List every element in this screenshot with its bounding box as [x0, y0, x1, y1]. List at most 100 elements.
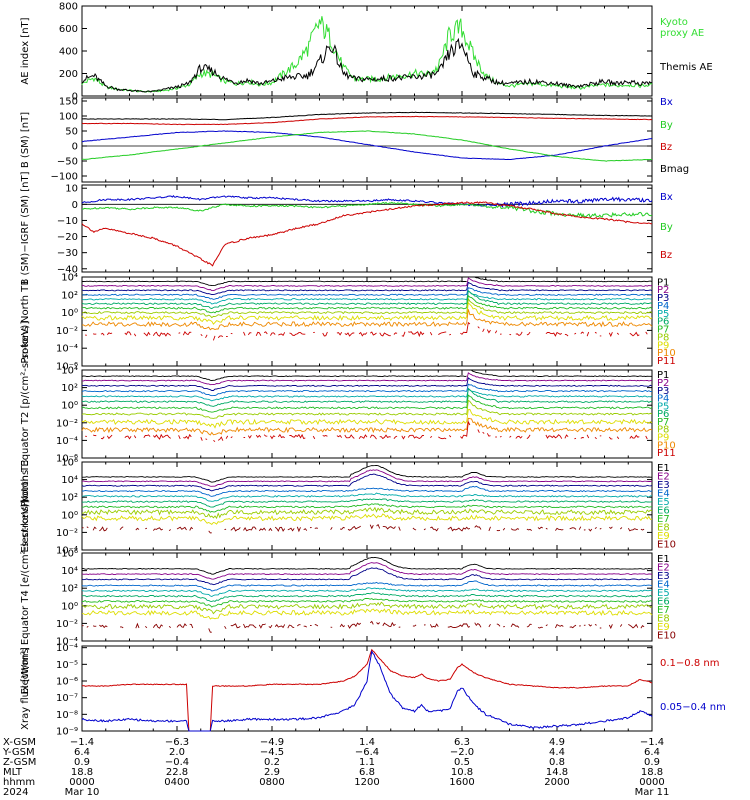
y-tick-label: −30: [57, 248, 78, 259]
series-e3: [81, 567, 653, 586]
series-by: [81, 130, 653, 162]
series-p7: [81, 394, 653, 413]
y-axis-label: B (SM)−IGRF (SM) [nT]: [20, 171, 31, 285]
footer-value: 6.3: [454, 737, 470, 748]
legend-p2: P2: [657, 285, 669, 296]
y-tick-label: 10²: [61, 383, 78, 394]
series-p8: [81, 297, 653, 319]
series-e1: [81, 556, 653, 575]
series-e6: [81, 498, 653, 508]
legend-by: By: [660, 120, 673, 131]
series-e7: [81, 598, 653, 608]
legend-e8: E8: [657, 523, 670, 534]
series-e10: [81, 523, 645, 534]
series-e8: [81, 506, 653, 520]
panel-frame: [81, 184, 653, 273]
y-tick-label: 10⁴: [61, 566, 78, 577]
footer-value: −2.0: [450, 747, 474, 758]
y-tick-label: −50: [57, 157, 78, 168]
legend-p2: P2: [657, 378, 669, 389]
series-xray-1: [81, 650, 653, 732]
series-e6: [81, 592, 653, 602]
series-p5: [81, 388, 653, 402]
series-e4: [81, 580, 653, 592]
series-e5: [81, 587, 653, 598]
y-tick-label: 10⁰: [61, 401, 78, 412]
legend-p6: P6: [657, 409, 669, 420]
panel-frame: [81, 5, 653, 97]
series-e10: [82, 620, 645, 633]
y-tick-label: 600: [59, 24, 78, 35]
panel-xray-flux: 10⁻⁴ 10⁻⁵ 10⁻⁶ 10⁻⁷ 10⁻⁸ 10⁻⁹ Xray flux [W/m²]…: [20, 643, 726, 737]
legend-bmag: Bmag: [660, 164, 689, 175]
y-tick-label: 10⁻⁴: [56, 643, 78, 654]
series-p3: [81, 281, 653, 296]
y-tick-label: 10⁻²: [56, 326, 78, 337]
series-kyoto-proxy-ae: [81, 16, 653, 93]
y-tick-label: 10⁶: [61, 549, 78, 560]
legend-e6: E6: [657, 597, 670, 608]
y-tick-label: 10⁻²: [56, 528, 78, 539]
series-e9: [81, 513, 653, 525]
footer-value: 18.8: [641, 767, 663, 778]
y-tick-label: 10⁻⁴: [56, 344, 78, 355]
legend-p9: P9: [657, 433, 669, 444]
series-p11: [85, 420, 648, 442]
legend-xray-long: 0.1−0.8 nm: [660, 658, 719, 669]
series-p4: [81, 383, 653, 397]
y-tick-label: 10⁻²: [56, 418, 78, 429]
series-bz: [81, 115, 653, 126]
footer-value: −0.4: [165, 757, 189, 768]
footer-value: 1600: [449, 777, 474, 788]
legend-e3: E3: [657, 571, 670, 582]
series-e8: [81, 601, 653, 615]
series-p3: [82, 377, 653, 391]
y-tick-label: 10⁻⁴: [56, 546, 78, 557]
y-tick-label: 10⁻⁷: [56, 693, 78, 704]
y-tick-label: 0: [72, 142, 78, 153]
y-tick-label: 0: [72, 92, 78, 103]
y-tick-label: 400: [59, 47, 78, 58]
footer-row-label: Y-GSM: [2, 747, 35, 758]
legend-e2: E2: [657, 562, 670, 573]
legend-e10: E10: [657, 540, 676, 551]
y-tick-label: 10⁰: [61, 601, 78, 612]
series-p7: [81, 294, 653, 314]
y-tick-label: 100: [59, 112, 78, 123]
y-tick-label: 10²: [61, 584, 78, 595]
series-p9: [81, 301, 653, 325]
legend-p8: P8: [657, 332, 669, 343]
legend-p9: P9: [657, 340, 669, 351]
footer-value: 0000: [639, 777, 664, 788]
series-p1: [81, 276, 653, 287]
footer-value: −4.9: [260, 737, 284, 748]
legend-p11: P11: [657, 448, 676, 459]
y-tick-label: 10⁻⁶: [56, 362, 78, 373]
series-e9: [82, 608, 653, 620]
y-axis-label: Xray flux [W/m²]: [20, 647, 31, 730]
footer-value: 6.4: [74, 747, 90, 758]
series-p11: [85, 321, 648, 341]
footer-row-label: Z-GSM: [3, 757, 36, 768]
y-tick-label: −10: [57, 216, 78, 227]
legend-p4: P4: [657, 301, 669, 312]
y-tick-label: −100: [51, 172, 78, 183]
legend-e7: E7: [657, 605, 670, 616]
footer-value: 0.9: [74, 757, 90, 768]
legend-e4: E4: [657, 488, 670, 499]
y-tick-label: −40: [57, 264, 78, 275]
series-p5: [81, 290, 653, 305]
legend-e1: E1: [657, 554, 670, 565]
legend-themis-ae: Themis AE: [659, 62, 713, 73]
legend-p10: P10: [657, 348, 676, 359]
footer-value: 2.0: [169, 747, 185, 758]
footer-value: 14.8: [546, 767, 568, 778]
legend-bz: Bz: [660, 250, 672, 261]
series-e2: [81, 469, 653, 487]
legend-p7: P7: [657, 325, 669, 336]
y-axis-label: Electrons North T3: [20, 459, 31, 552]
footer-value: Mar 11: [635, 787, 670, 798]
